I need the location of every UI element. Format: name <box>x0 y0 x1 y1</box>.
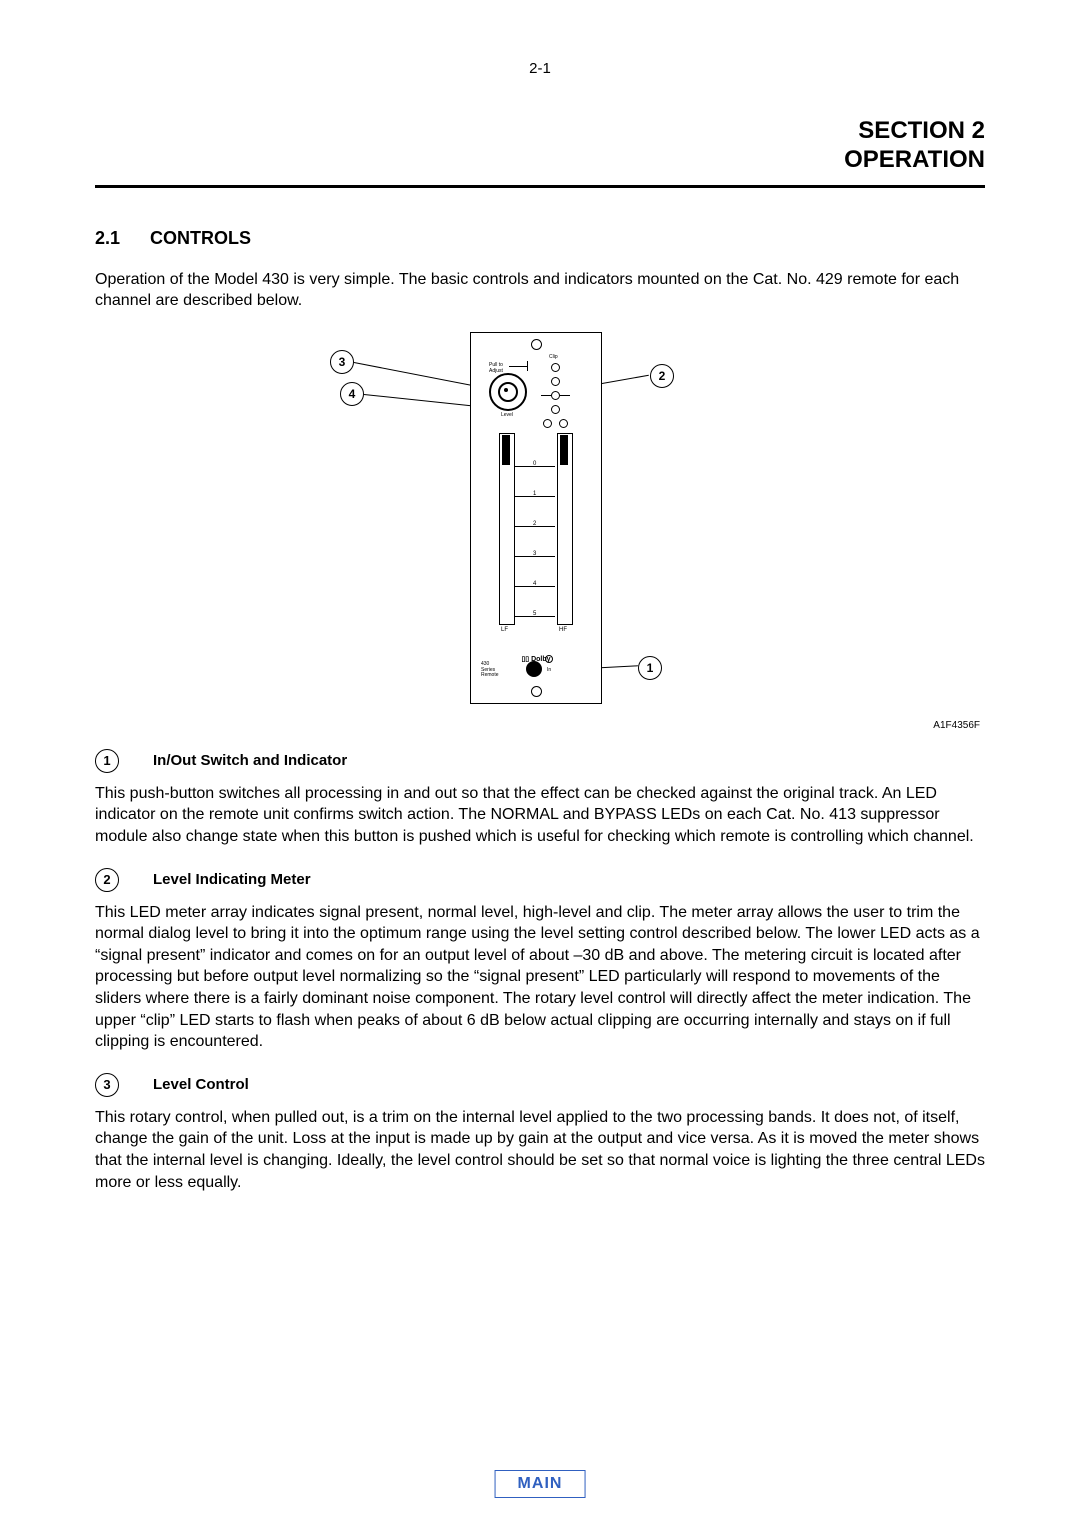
scale-0: 0 <box>533 461 536 467</box>
section-rule <box>95 185 985 188</box>
item-2-number: 2 <box>95 868 119 892</box>
bracket-line <box>509 366 527 367</box>
led-sp-r <box>559 419 568 428</box>
callout-3-line <box>354 362 476 387</box>
item-1-header: 1 In/Out Switch and Indicator <box>95 749 985 773</box>
item-3-header: 3 Level Control <box>95 1073 985 1097</box>
callout-3: 3 <box>330 350 354 374</box>
callout-2: 2 <box>650 364 674 388</box>
callout-4-line <box>364 394 474 406</box>
item-2-header: 2 Level Indicating Meter <box>95 868 985 892</box>
in-label: In <box>547 667 551 673</box>
led-tick <box>560 395 570 396</box>
in-out-button <box>526 661 542 677</box>
lf-label: LF <box>501 627 508 633</box>
section-line-1: SECTION 2 <box>95 117 985 146</box>
item-2-body: This LED meter array indicates signal pr… <box>95 902 985 1053</box>
main-button[interactable]: MAIN <box>495 1470 586 1498</box>
item-3-title: Level Control <box>153 1076 249 1093</box>
scale-1: 1 <box>533 491 536 497</box>
subsection-heading: 2.1 CONTROLS <box>95 228 985 249</box>
remote-diagram: 3 4 2 1 Pull to Adjust Level Clip <box>320 332 760 712</box>
item-3-number: 3 <box>95 1073 119 1097</box>
led-high <box>551 377 560 386</box>
bracket-line <box>527 361 528 371</box>
remote-panel: Pull to Adjust Level Clip 0 <box>470 332 602 704</box>
led-sp-l <box>543 419 552 428</box>
subsection-number: 2.1 <box>95 228 145 249</box>
callout-1: 1 <box>638 656 662 680</box>
clip-label: Clip <box>549 355 558 360</box>
subsection-title: CONTROLS <box>150 228 251 248</box>
slider-hf-handle <box>560 435 568 465</box>
series-label: 430 Series Remote <box>481 662 499 679</box>
scale-4: 4 <box>533 581 536 587</box>
level-label: Level <box>501 413 513 418</box>
scale-2: 2 <box>533 521 536 527</box>
callout-4: 4 <box>340 382 364 406</box>
level-knob <box>489 373 527 411</box>
adjust-label: Adjust <box>489 369 503 374</box>
item-1-body: This push-button switches all processing… <box>95 783 985 848</box>
page-number: 2-1 <box>95 60 985 77</box>
led-normal <box>551 391 560 400</box>
item-1-title: In/Out Switch and Indicator <box>153 752 347 769</box>
screw-icon <box>531 339 542 350</box>
section-line-2: OPERATION <box>95 146 985 175</box>
led-clip <box>551 363 560 372</box>
item-2-title: Level Indicating Meter <box>153 871 311 888</box>
figure-reference: A1F4356F <box>95 720 985 731</box>
led-low <box>551 405 560 414</box>
led-tick <box>541 395 551 396</box>
item-3-body: This rotary control, when pulled out, is… <box>95 1107 985 1193</box>
item-1-number: 1 <box>95 749 119 773</box>
intro-paragraph: Operation of the Model 430 is very simpl… <box>95 269 985 312</box>
section-header: SECTION 2 OPERATION <box>95 117 985 181</box>
series-l3: Remote <box>481 672 499 678</box>
slider-lf-handle <box>502 435 510 465</box>
hf-label: HF <box>559 627 567 633</box>
screw-icon <box>531 686 542 697</box>
scale-5: 5 <box>533 611 536 617</box>
scale-3: 3 <box>533 551 536 557</box>
in-led <box>545 655 553 663</box>
